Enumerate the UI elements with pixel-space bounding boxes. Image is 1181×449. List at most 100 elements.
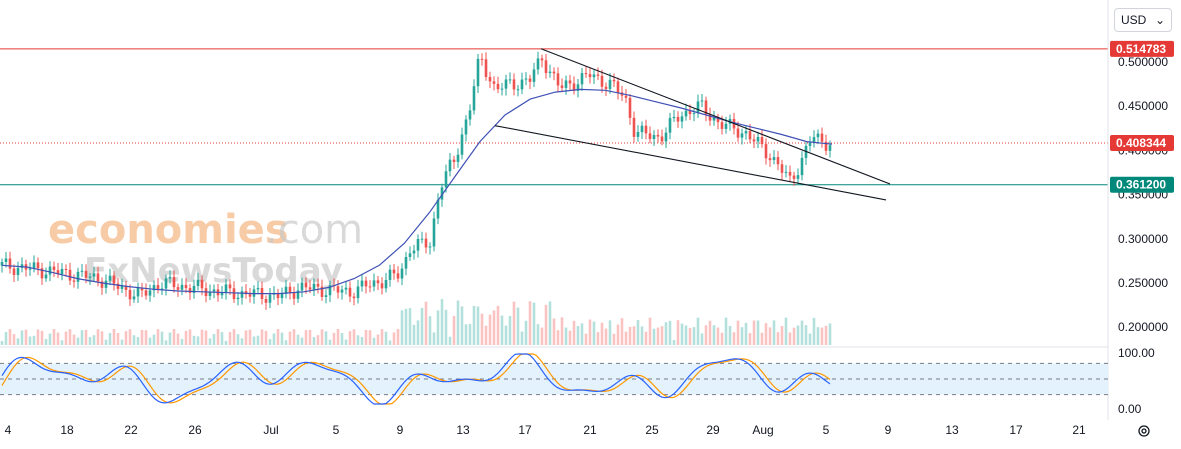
time-tick: 9 [885,423,892,437]
candle-body [184,284,188,289]
volume-bar [196,336,200,345]
candle-body [512,79,516,90]
watermark-brand: economies [48,207,289,253]
volume-bar [612,333,616,345]
volume-bar [616,324,620,345]
volume-bar [596,332,600,345]
candle-body [468,110,472,120]
candle-body [628,97,632,118]
volume-bar [712,325,716,345]
volume-bar [408,308,412,345]
volume-bar [668,320,672,345]
volume-bar [460,306,464,345]
candle-body [32,262,36,269]
candle-body [580,73,584,85]
volume-bar [280,332,284,345]
candle-body [316,283,320,287]
volume-bar [572,320,576,345]
resistance-label: 0.514783 [1116,42,1166,56]
currency-selector[interactable]: USD ⌄ [1114,8,1172,32]
candle-body [720,122,724,129]
candle-body [420,238,424,240]
lower-trendline [494,125,887,201]
volume-bar [444,309,448,345]
candle-body [800,157,804,176]
candle-body [636,132,640,137]
candle-body [172,276,176,288]
volume-bar [692,327,696,345]
candle-body [644,125,648,134]
trendlines [494,48,891,201]
gear-icon[interactable] [1138,425,1150,437]
volume-bar [252,336,256,345]
volume-bar [484,325,488,345]
volume-bar [476,306,480,345]
volume-bar [812,317,816,345]
volume-bar [324,331,328,345]
volume-bar [684,325,688,345]
candle-body [364,280,368,287]
candle-body [760,137,764,145]
candle-body [384,279,388,289]
volume-bar [524,320,528,345]
volume-bar [352,329,356,345]
candle-body [744,131,748,134]
candle-body [132,296,136,300]
candle-body [548,71,552,74]
volume-bar [48,333,52,345]
volume-bar [100,331,104,345]
time-tick: 25 [645,423,659,437]
price-axis: 0.5000000.4500000.4000000.3500000.300000… [1118,55,1168,416]
candle-body [756,137,760,142]
candle-body [604,86,608,89]
candle-body [600,75,604,87]
volume-bar [740,327,744,345]
volume-bar [564,327,568,345]
volume-bar [512,301,516,345]
candle-body [584,73,588,75]
volume-bar [300,337,304,345]
volume-bar [604,328,608,345]
candle-body [324,295,328,297]
candle-body [424,238,428,248]
time-tick: 5 [823,423,830,437]
candle-body [656,134,660,137]
candle-body [672,116,676,119]
candle-body [28,268,32,270]
candle-body [264,298,268,303]
volume-bar [704,325,708,345]
volume-bar [96,329,100,345]
candle-body [340,289,344,293]
time-tick: 22 [124,423,138,437]
volume-bar [356,335,360,345]
volume-bar [820,327,824,345]
candle-body [688,110,692,115]
candle-body [792,175,796,179]
volume-bar [472,305,476,345]
candle-body [192,285,196,294]
volume-bar [160,331,164,345]
volume-bar [792,327,796,345]
resistance-label-box [1110,40,1174,57]
volume-bar [148,337,152,345]
volume-bar [796,325,800,345]
volume-bar [320,329,324,345]
candle-body [428,246,432,248]
volume-bar [188,329,192,345]
volume-bar [312,337,316,345]
volume-bar [800,320,804,345]
candle-body [488,76,492,82]
volume-bar [228,332,232,345]
volume-bar [420,307,424,345]
candle-body [588,74,592,78]
volume-bar [656,327,660,345]
candle-body [40,268,44,279]
candle-body [20,264,24,268]
candle-body [696,101,700,114]
candle-body [576,84,580,91]
candle-body [456,154,460,162]
volume-bar [756,320,760,345]
price-tick: 0.250000 [1118,276,1168,290]
time-tick: 21 [583,423,597,437]
candle-body [524,78,528,80]
